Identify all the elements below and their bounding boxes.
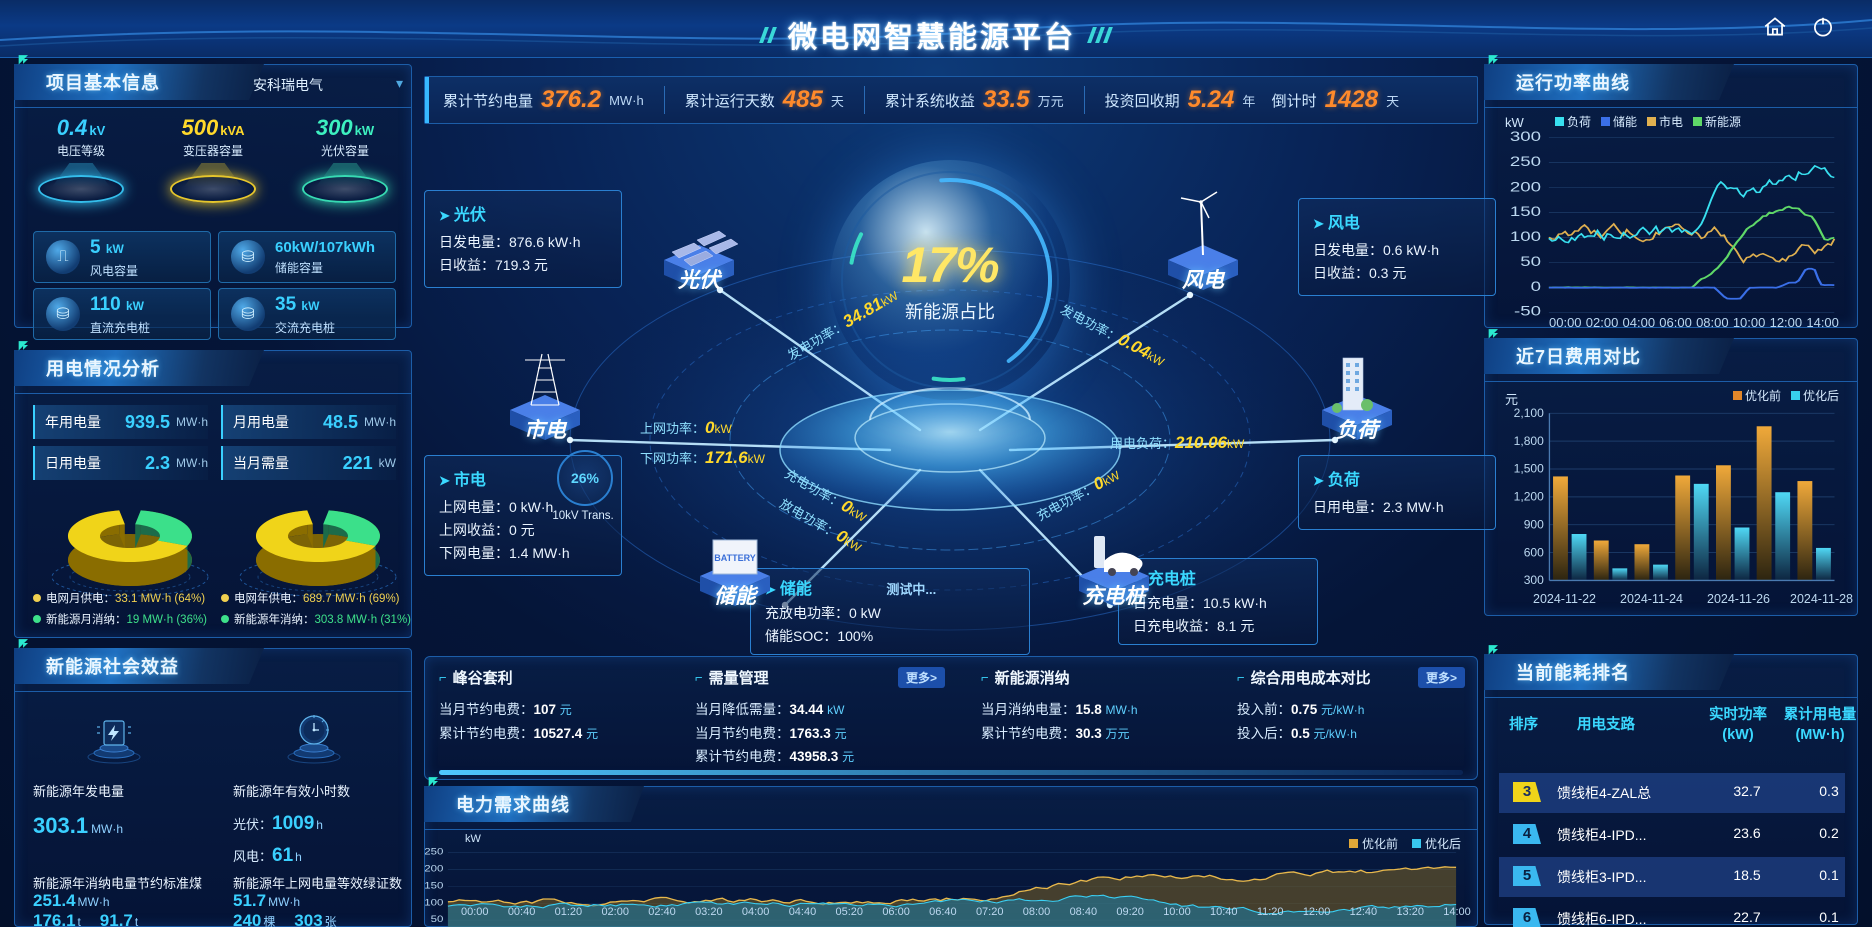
svg-text:250: 250 <box>1510 154 1541 169</box>
svg-text:900: 900 <box>1524 517 1544 531</box>
svg-text:-50: -50 <box>1514 304 1541 319</box>
svg-text:300: 300 <box>1510 130 1541 144</box>
svg-text:100: 100 <box>425 899 444 908</box>
svg-text:1,200: 1,200 <box>1514 490 1544 504</box>
svg-text:150: 150 <box>425 881 444 890</box>
svg-text:1,500: 1,500 <box>1514 462 1544 476</box>
svg-text:1,800: 1,800 <box>1514 434 1544 448</box>
svg-text:2,100: 2,100 <box>1514 406 1544 420</box>
svg-text:200: 200 <box>1510 180 1541 195</box>
svg-text:250: 250 <box>425 848 444 857</box>
svg-text:100: 100 <box>1510 229 1541 244</box>
svg-text:50: 50 <box>1520 254 1541 269</box>
svg-text:BATTERY: BATTERY <box>714 553 756 563</box>
svg-text:300: 300 <box>1524 573 1544 587</box>
svg-text:600: 600 <box>1524 545 1544 559</box>
svg-text:50: 50 <box>431 915 444 924</box>
svg-text:200: 200 <box>425 865 444 874</box>
svg-text:150: 150 <box>1510 204 1541 219</box>
svg-text:0: 0 <box>1531 279 1541 294</box>
